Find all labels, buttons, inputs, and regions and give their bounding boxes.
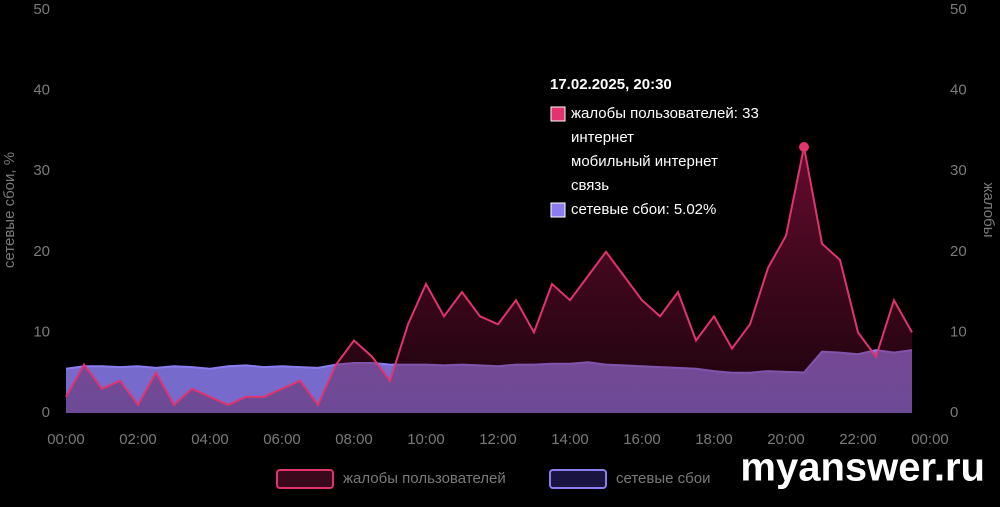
x-tick-label: 00:00 [911,431,949,448]
y-tick-label: 40 [33,82,50,99]
tooltip-item: жалобы пользователей: 33 [571,105,759,122]
hover-point [799,142,809,153]
plot: 0 10 20 30 40 50 0 10 20 30 40 50 00:00 02:00 04:00 06:… [33,1,966,448]
y2-tick-label: 20 [950,243,967,260]
x-tick-label: 18:00 [695,431,733,448]
x-tick-label: 08:00 [335,431,373,448]
tooltip-line: связь [571,177,609,194]
tooltip-title: 17.02.2025, 20:30 [550,76,672,93]
y-axis-label: сетевые сбои, % [1,152,18,268]
legend-swatch[interactable] [549,469,607,489]
x-tick-label: 10:00 [407,431,445,448]
y2-tick-label: 0 [950,404,958,421]
tooltip: 17.02.2025, 20:30 жалобы пользователей: … [550,76,759,218]
tooltip-swatch [550,202,566,218]
y-tick-label: 20 [33,243,50,260]
y-tick-label: 50 [33,1,50,18]
legend-swatch[interactable] [276,469,334,489]
x-tick-label: 04:00 [191,431,229,448]
x-tick-label: 22:00 [839,431,877,448]
y-tick-label: 10 [33,323,50,340]
x-tick-label: 00:00 [47,431,85,448]
legend-label[interactable]: жалобы пользователей [343,470,506,487]
tooltip-swatch [550,106,566,122]
y-tick-label: 0 [42,404,50,421]
tooltip-line: мобильный интернет [571,153,718,170]
watermark: myanswer.ru [740,446,985,490]
series-line [65,146,913,407]
legend-label[interactable]: сетевые сбои [616,470,710,487]
y2-tick-label: 30 [950,162,967,179]
tooltip-item: сетевые сбои: 5.02% [571,201,716,218]
y-tick-label: 30 [33,162,50,179]
area-fill [66,147,912,413]
y2-axis-label: жалобы [980,182,997,237]
x-tick-label: 12:00 [479,431,517,448]
y2-tick-label: 40 [950,82,967,99]
x-tick-label: 20:00 [767,431,805,448]
y2-tick-label: 10 [950,323,967,340]
y2-tick-label: 50 [950,1,967,18]
x-tick-label: 02:00 [119,431,157,448]
x-tick-label: 16:00 [623,431,661,448]
x-tick-label: 14:00 [551,431,589,448]
x-tick-label: 06:00 [263,431,301,448]
tooltip-line: интернет [571,129,634,146]
